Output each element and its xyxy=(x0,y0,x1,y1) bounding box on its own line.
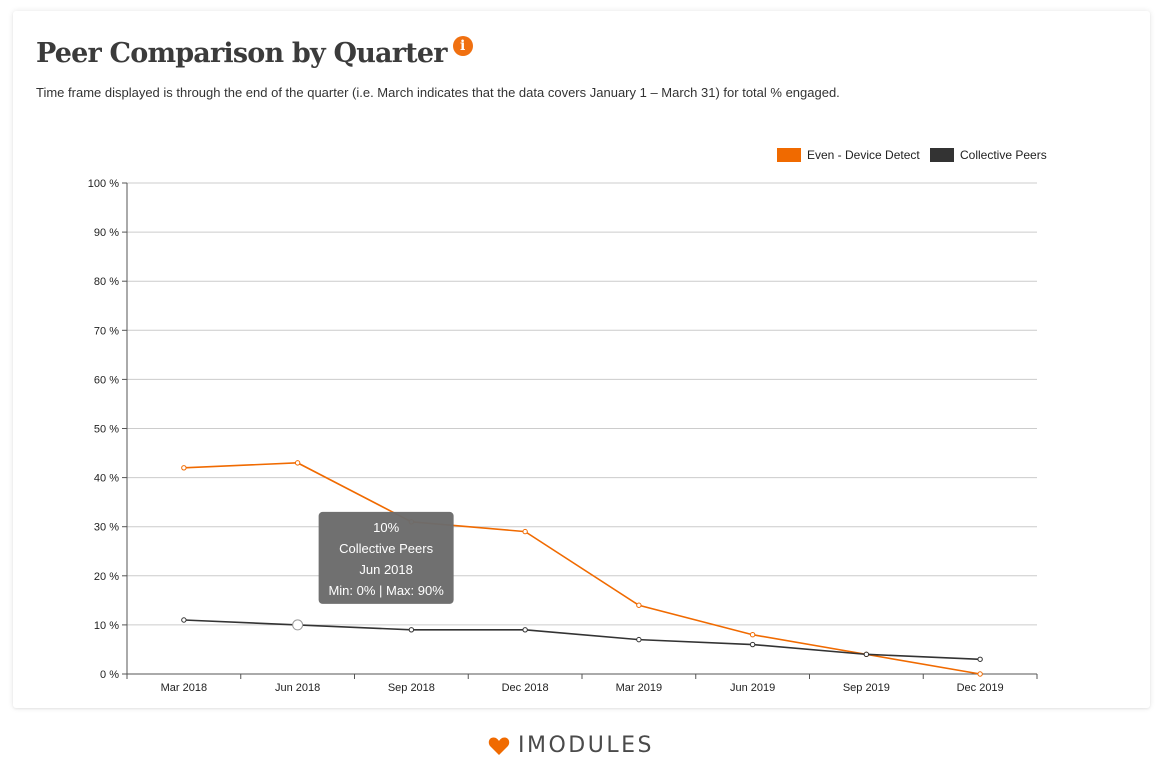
heart-icon xyxy=(488,737,510,755)
y-tick-label: 20 % xyxy=(94,571,119,583)
chart-subtitle: Time frame displayed is through the end … xyxy=(36,85,840,100)
y-tick-label: 80 % xyxy=(94,276,119,288)
x-tick-label: Dec 2018 xyxy=(502,682,549,694)
y-tick-label: 10 % xyxy=(94,620,119,632)
logo-text: IMODULES xyxy=(518,733,654,758)
info-icon[interactable]: i xyxy=(452,36,473,56)
data-point[interactable] xyxy=(636,602,642,608)
series-line xyxy=(183,462,981,675)
y-tick-label: 60 % xyxy=(94,374,119,386)
legend-swatch xyxy=(777,148,801,162)
y-tick-label: 40 % xyxy=(94,473,119,485)
data-point[interactable] xyxy=(977,656,983,662)
data-point[interactable] xyxy=(522,627,528,633)
tooltip-line: Min: 0% | Max: 90% xyxy=(328,583,444,598)
data-point[interactable] xyxy=(294,460,301,466)
legend-label[interactable]: Even - Device Detect xyxy=(807,148,920,162)
tooltip-line: Jun 2018 xyxy=(359,562,413,577)
chart-card xyxy=(13,11,1150,708)
x-tick-label: Dec 2019 xyxy=(957,682,1004,694)
data-point[interactable] xyxy=(636,636,642,643)
data-point[interactable] xyxy=(749,641,756,648)
page-title: Peer Comparison by Quarter xyxy=(36,38,447,69)
data-point[interactable] xyxy=(522,528,528,535)
tooltip-line: Collective Peers xyxy=(339,541,433,556)
x-tick-label: Mar 2019 xyxy=(616,682,662,694)
data-point[interactable] xyxy=(977,671,983,677)
data-point[interactable] xyxy=(749,632,756,638)
footer-logo: IMODULES xyxy=(488,733,654,759)
x-tick-label: Jun 2018 xyxy=(275,682,320,694)
y-tick-label: 70 % xyxy=(94,325,119,337)
y-tick-label: 50 % xyxy=(94,424,119,436)
series-line xyxy=(183,619,981,661)
x-tick-label: Sep 2019 xyxy=(843,682,890,694)
data-point[interactable] xyxy=(181,465,187,471)
y-tick-label: 0 % xyxy=(100,669,119,681)
x-tick-label: Sep 2018 xyxy=(388,682,435,694)
legend-label[interactable]: Collective Peers xyxy=(960,148,1047,162)
data-point[interactable] xyxy=(863,651,870,658)
legend-swatch xyxy=(930,148,954,162)
tooltip-box xyxy=(318,511,454,604)
y-tick-label: 30 % xyxy=(94,522,119,534)
title-row: Peer Comparison by Quarter i xyxy=(36,36,473,72)
y-tick-label: 100 % xyxy=(88,178,119,190)
y-tick-label: 90 % xyxy=(94,227,119,239)
x-tick-label: Mar 2018 xyxy=(161,682,207,694)
x-tick-label: Jun 2019 xyxy=(730,682,775,694)
data-point[interactable] xyxy=(292,619,304,631)
data-point[interactable] xyxy=(181,617,187,623)
data-point[interactable] xyxy=(408,627,415,633)
tooltip-line: 10% xyxy=(373,520,399,535)
